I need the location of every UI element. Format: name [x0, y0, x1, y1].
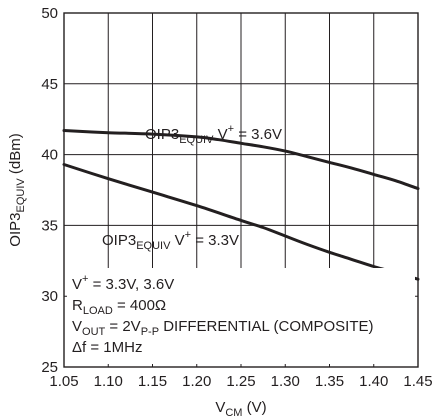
y-tick-label: 45	[41, 76, 58, 93]
y-tick-label: 30	[41, 288, 58, 305]
x-tick-label: 1.35	[315, 373, 344, 390]
conditions-backdrop	[67, 268, 415, 364]
condition-load: RLOAD = 400Ω	[72, 297, 166, 317]
x-tick-label: 1.15	[138, 373, 167, 390]
x-tick-label: 1.45	[403, 373, 432, 390]
x-tick-label: 1.20	[182, 373, 211, 390]
y-tick-label: 50	[41, 5, 58, 22]
series-line-3v3	[62, 163, 420, 281]
x-tick-label: 1.25	[226, 373, 255, 390]
condition-supply: V+ = 3.3V, 3.6V	[72, 273, 174, 293]
x-axis-label: VCM (V)	[215, 399, 266, 419]
y-tick-label: 25	[41, 359, 58, 376]
series-label-3v6: OIP3EQUIV V+ = 3.6V	[145, 123, 282, 146]
grid-lines	[64, 13, 418, 367]
x-tick-label: 1.10	[94, 373, 123, 390]
x-tick-label: 1.40	[359, 373, 388, 390]
series-curves	[62, 129, 420, 281]
y-tick-label: 40	[41, 147, 58, 164]
condition-vout: VOUT = 2VP-P DIFFERENTIAL (COMPOSITE)	[72, 318, 374, 338]
y-tick-label: 35	[41, 217, 58, 234]
series-label-3v3: OIP3EQUIV V+ = 3.3V	[102, 229, 239, 252]
x-tick-label: 1.30	[271, 373, 300, 390]
x-tick-label: 1.05	[49, 373, 78, 390]
tick-labels: 1.05 1.10 1.15 1.20 1.25 1.30 1.35 1.40 1.45 25 30…	[41, 5, 432, 390]
y-axis-label: OIP3EQUIV (dBm)	[7, 133, 27, 246]
series-line-3v6	[62, 129, 420, 191]
condition-delta-f: Δf = 1MHz	[72, 339, 142, 356]
